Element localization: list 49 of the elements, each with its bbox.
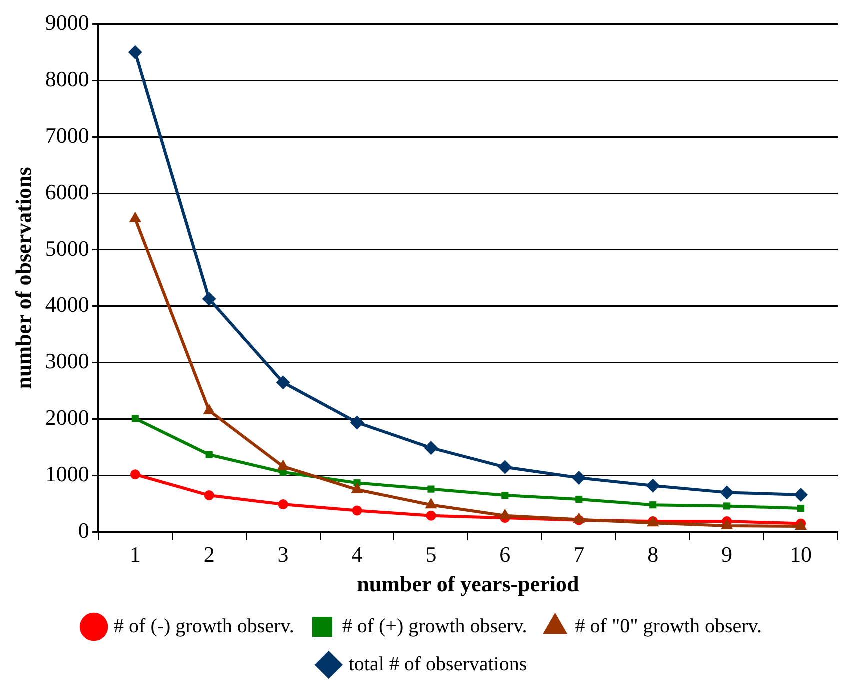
x-tick-label: 8: [648, 542, 659, 568]
point: [572, 471, 586, 486]
point: [428, 486, 435, 493]
point: [650, 502, 657, 509]
x-tick-label: 9: [722, 542, 733, 568]
y-tick-label: 1000: [45, 462, 90, 487]
point: [797, 504, 805, 512]
point: [794, 488, 808, 502]
x-tick-label: 6: [500, 542, 511, 568]
x-tick-label: 4: [352, 542, 363, 568]
legend-label: total # of observations: [348, 653, 528, 676]
legend-label: # of "0" growth observ.: [575, 615, 762, 638]
legend-label: # of (+) growth observ.: [342, 615, 528, 638]
point: [204, 490, 214, 501]
point: [202, 292, 216, 306]
x-tick-label: 3: [278, 542, 289, 568]
y-tick-label: 2000: [45, 405, 90, 430]
point: [276, 376, 290, 390]
point: [350, 416, 364, 430]
y-tick-label: 4000: [45, 292, 90, 318]
legend-label: # of (-) growth observ.: [114, 615, 294, 638]
x-tick-label: 5: [426, 542, 437, 568]
point: [132, 415, 139, 422]
point: [720, 486, 734, 500]
point: [646, 478, 660, 493]
y-tick-label: 3000: [45, 348, 90, 374]
x-tick-label: 7: [574, 542, 585, 568]
x-axis-title: number of years-period: [357, 571, 580, 596]
point: [352, 506, 362, 516]
point: [576, 496, 583, 503]
point: [206, 451, 213, 458]
y-tick-label: 6000: [45, 179, 90, 204]
y-tick-label: 9000: [45, 10, 90, 35]
y-tick-label: 5000: [45, 236, 90, 261]
y-tick-label: 8000: [45, 66, 90, 92]
point: [502, 492, 509, 500]
point: [498, 460, 512, 474]
point: [424, 441, 438, 456]
point: [128, 45, 142, 60]
y-tick-label: 7000: [45, 122, 90, 148]
y-axis-title: number of observations: [10, 166, 36, 390]
point: [426, 510, 436, 521]
y-tick-label: 0: [78, 518, 90, 543]
x-tick-label: 1: [130, 542, 141, 568]
point: [130, 470, 140, 480]
x-tick-label: 2: [204, 542, 215, 568]
x-tick-label: 10: [790, 542, 812, 568]
point: [724, 502, 731, 510]
point: [278, 500, 288, 510]
